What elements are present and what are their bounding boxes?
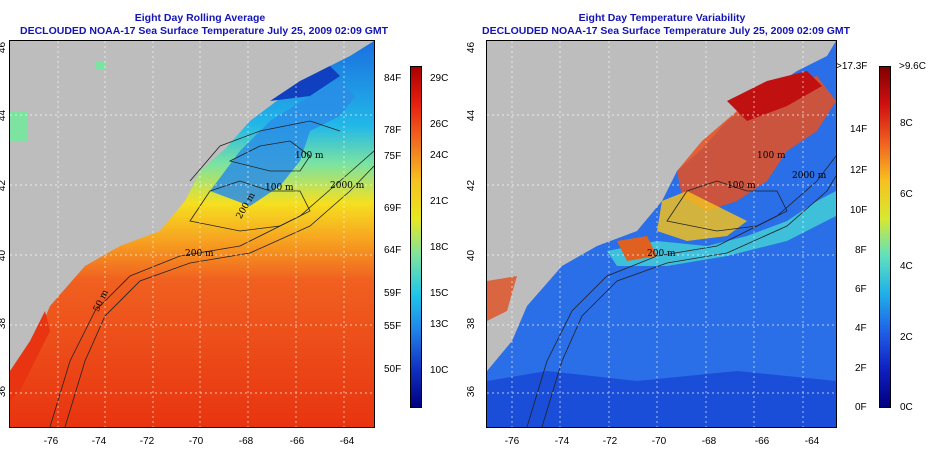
- left-cbar-f-label: 84F: [384, 73, 402, 84]
- left-cbar-f-label: 64F: [384, 245, 402, 256]
- left-cbar-f-label: 69F: [384, 203, 402, 214]
- right-cbar-f-label: 2F: [855, 363, 867, 374]
- right-contour-label-4: 200 m: [647, 249, 676, 259]
- right-title: Eight Day Temperature Variability DECLOU…: [482, 12, 851, 38]
- right-ytick: 42: [466, 179, 478, 192]
- right-cbar-f-label: 12F: [850, 165, 868, 176]
- right-cbar-c-label: >9.6C: [899, 61, 926, 72]
- right-cbar-f-label: >17.3F: [836, 61, 868, 72]
- right-cbar-f-label: 14F: [850, 124, 868, 135]
- left-cbar-f-label: 50F: [384, 364, 402, 375]
- left-cbar-c-label: 26C: [430, 119, 449, 130]
- left-cbar-c-label: 10C: [430, 365, 449, 376]
- left-contour-label-3: 100 m: [265, 183, 294, 193]
- right-xtick: -74: [554, 436, 570, 447]
- left-map-image: [10, 41, 374, 427]
- right-xtick: -72: [602, 436, 618, 447]
- right-xtick: -70: [651, 436, 667, 447]
- left-contour-label-2: 2000 m: [330, 181, 365, 191]
- left-ytick: 42: [0, 179, 9, 192]
- right-xtick: -64: [804, 436, 820, 447]
- right-title-line2: DECLOUDED NOAA-17 Sea Surface Temperatur…: [482, 25, 851, 37]
- left-contour-label-5: 200 m: [185, 249, 214, 259]
- right-contour-label-2: 2000 m: [792, 171, 827, 181]
- left-cbar-c-label: 24C: [430, 150, 449, 161]
- right-cbar-f-label: 4F: [855, 323, 867, 334]
- right-cbar-c-label: 6C: [900, 189, 913, 200]
- right-cbar-c-label: 0C: [900, 402, 913, 413]
- left-cbar-f-label: 75F: [384, 151, 402, 162]
- left-ytick: 40: [0, 249, 9, 262]
- left-title: Eight Day Rolling Average DECLOUDED NOAA…: [20, 12, 389, 38]
- right-ytick: 46: [466, 41, 478, 54]
- right-ytick: 38: [466, 317, 478, 330]
- right-cbar-c-label: 8C: [900, 118, 913, 129]
- left-sst-map: 100 m 2000 m 100 m 200 m 200 m 50 m: [9, 40, 375, 428]
- left-cbar-c-label: 13C: [430, 319, 449, 330]
- right-cbar-f-label: 10F: [850, 205, 868, 216]
- left-cbar-c-label: 15C: [430, 288, 449, 299]
- right-contour-label-3: 100 m: [727, 181, 756, 191]
- right-title-line1: Eight Day Temperature Variability: [578, 12, 746, 24]
- left-cbar-c-label: 21C: [430, 196, 449, 207]
- left-ytick: 38: [0, 317, 9, 330]
- right-ytick: 40: [466, 249, 478, 262]
- right-cbar-c-label: 4C: [900, 261, 913, 272]
- right-colorbar: [879, 66, 891, 408]
- left-contour-label-1: 100 m: [295, 151, 324, 161]
- left-cbar-c-label: 18C: [430, 242, 449, 253]
- right-cbar-f-label: 8F: [855, 245, 867, 256]
- right-xtick: -76: [504, 436, 520, 447]
- left-xtick: -74: [91, 436, 107, 447]
- right-contour-label-1: 100 m: [757, 151, 786, 161]
- left-colorbar: [410, 66, 422, 408]
- right-variability-map: 100 m 2000 m 100 m 200 m: [486, 40, 837, 428]
- left-xtick: -68: [238, 436, 254, 447]
- left-title-line1: Eight Day Rolling Average: [134, 12, 266, 24]
- left-cbar-f-label: 78F: [384, 125, 402, 136]
- right-cbar-c-label: 2C: [900, 332, 913, 343]
- left-ytick: 36: [0, 385, 9, 398]
- left-xtick: -72: [139, 436, 155, 447]
- right-cbar-f-label: 0F: [855, 402, 867, 413]
- right-xtick: -68: [701, 436, 717, 447]
- left-ytick: 46: [0, 41, 9, 54]
- right-ytick: 44: [466, 109, 478, 122]
- left-xtick: -64: [339, 436, 355, 447]
- left-xtick: -76: [43, 436, 59, 447]
- left-cbar-f-label: 59F: [384, 288, 402, 299]
- right-ytick: 36: [466, 385, 478, 398]
- right-cbar-f-label: 6F: [855, 284, 867, 295]
- left-cbar-c-label: 29C: [430, 73, 449, 84]
- left-xtick: -70: [188, 436, 204, 447]
- right-map-image: [487, 41, 836, 427]
- left-xtick: -66: [289, 436, 305, 447]
- left-ytick: 44: [0, 109, 9, 122]
- left-title-line2: DECLOUDED NOAA-17 Sea Surface Temperatur…: [20, 25, 389, 37]
- left-cbar-f-label: 55F: [384, 321, 402, 332]
- right-xtick: -66: [754, 436, 770, 447]
